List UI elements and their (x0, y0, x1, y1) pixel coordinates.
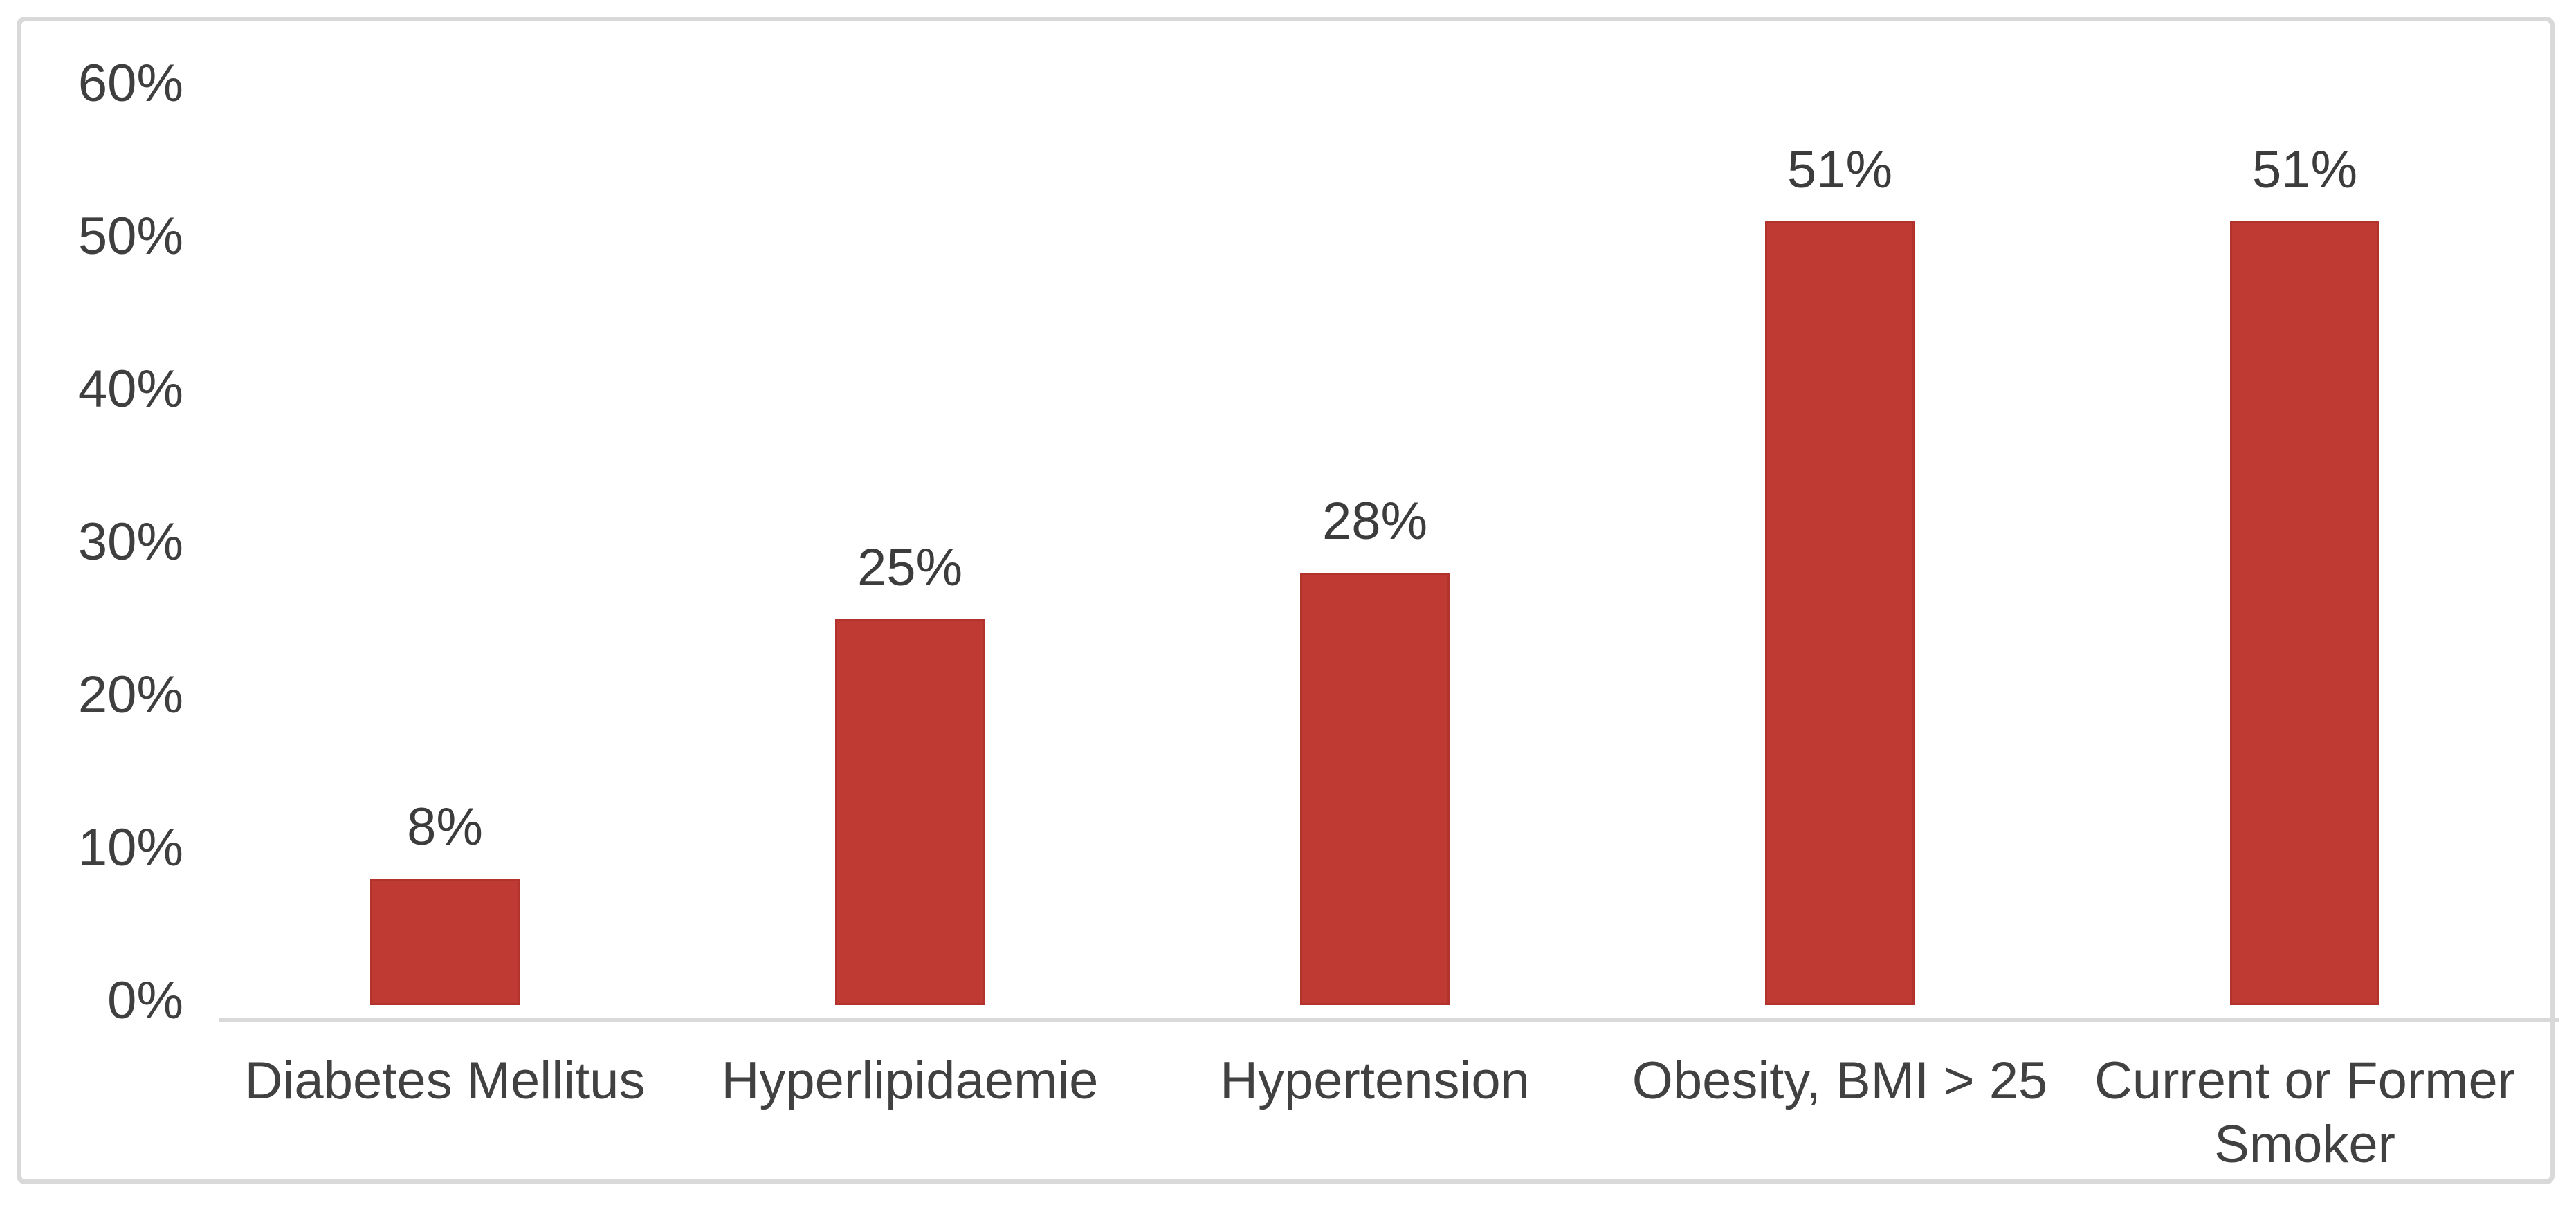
bar (370, 879, 520, 1005)
bar (1765, 221, 1915, 1005)
bar-value-label: 51% (2251, 140, 2358, 199)
bar-value-label: 25% (857, 537, 963, 597)
y-axis-tick-label: 60% (77, 54, 183, 113)
bar-value-label: 28% (1322, 492, 1428, 551)
y-axis-tick-label: 20% (77, 665, 183, 724)
bar-value-label: 51% (1787, 140, 1893, 199)
y-axis-tick-label: 0% (107, 971, 183, 1030)
y-axis-tick-label: 40% (77, 360, 183, 418)
bar-chart: 0% 10% 20% 30% 40% 50% 60% Diabetes Mellitus Hy… (17, 17, 2559, 1184)
x-axis-category-label: Hypertension (1220, 1051, 1530, 1110)
bar (2230, 221, 2379, 1005)
x-axis-category-label: Diabetes Mellitus (244, 1051, 646, 1110)
x-axis-category-label: Obesity, BMI > 25 (1632, 1051, 2048, 1110)
bar (835, 618, 985, 1005)
y-axis-tick-label: 50% (77, 207, 183, 266)
y-axis-tick-label: 30% (77, 513, 183, 571)
x-axis-category-label: Hyperlipidaemie (721, 1051, 1099, 1110)
bar (1300, 573, 1450, 1005)
x-axis-category-label: Current or Former Smoker (2094, 1051, 2516, 1174)
x-axis-line (219, 1018, 2559, 1022)
bar-value-label: 8% (407, 798, 483, 857)
y-axis-tick-label: 10% (77, 818, 183, 877)
